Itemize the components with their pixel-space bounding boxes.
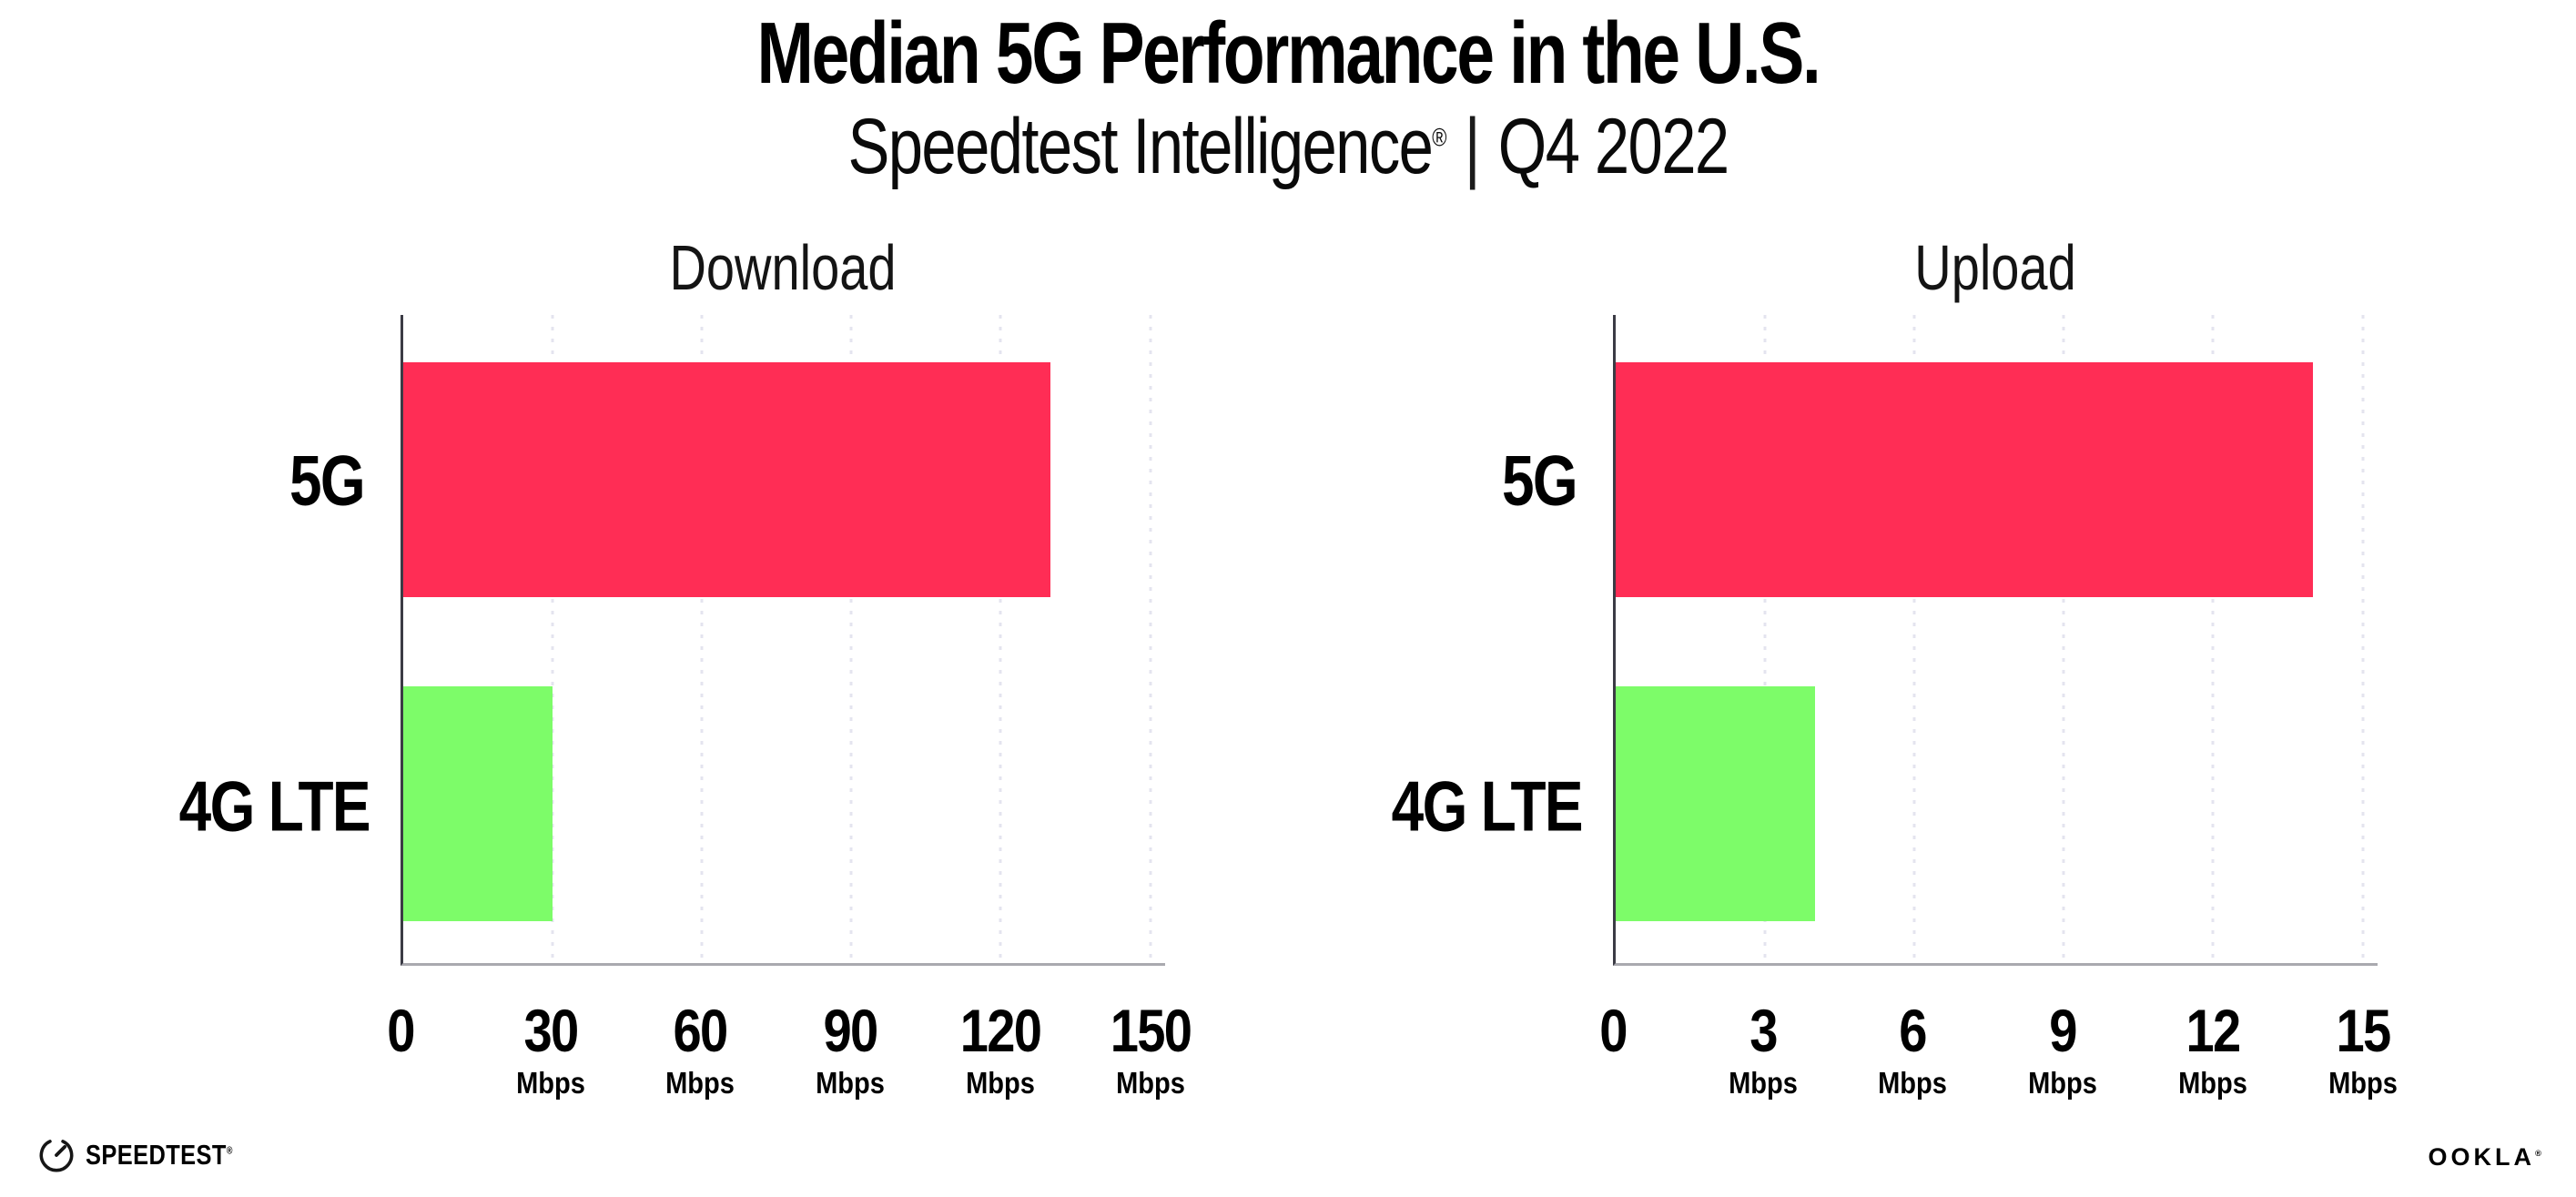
x-tick-unit: Mbps (816, 1066, 886, 1101)
category-label-5g: 5G (1501, 440, 1578, 521)
x-tick-unit: Mbps (2028, 1066, 2098, 1101)
x-tick-value: 150 (1110, 997, 1192, 1065)
x-tick-value: 30 (523, 997, 579, 1065)
x-axis-tick: 30 Mbps (512, 1000, 590, 1098)
x-axis-tick: 15 Mbps (2323, 1000, 2401, 1098)
page-subtitle: Speedtest Intelligence® | Q4 2022 (258, 106, 2318, 188)
subtitle-period: Q4 2022 (1497, 102, 1729, 190)
upload-plot-wrap: 5G 4G LTE (1351, 315, 2378, 967)
upload-chart-panel: Upload 5G 4G LTE 0 3 Mbps 6 Mbps 9 Mbps 12 Mbps 1… (1351, 232, 2398, 1146)
download-plot-area (401, 315, 1165, 967)
x-tick-unit: Mbps (965, 1066, 1035, 1101)
x-tick-value: 90 (823, 997, 879, 1065)
x-tick-unit: Mbps (2177, 1066, 2247, 1101)
page-title: Median 5G Performance in the U.S. (756, 5, 1821, 102)
gridline-vertical (2211, 315, 2215, 964)
speedtest-gauge-icon (39, 1140, 74, 1172)
x-tick-value: 0 (387, 997, 415, 1065)
category-label-5g: 5G (289, 440, 366, 521)
x-tick-value: 60 (673, 997, 729, 1065)
x-tick-value: 6 (1899, 997, 1928, 1065)
gridline-vertical (1912, 315, 1916, 964)
upload-plot-area (1613, 315, 2378, 967)
download-chart-title: Download (669, 232, 897, 304)
category-label-4g-lte: 4G LTE (178, 766, 371, 847)
download-x-axis: 0 30 Mbps 60 Mbps 90 Mbps 120 Mbps 150 Mbps (387, 1000, 1192, 1146)
x-axis-tick: 3 Mbps (1724, 1000, 1802, 1098)
x-tick-unit: Mbps (2328, 1066, 2398, 1101)
x-tick-value: 0 (1599, 997, 1628, 1065)
x-axis-tick: 60 Mbps (661, 1000, 739, 1098)
gridline-vertical (1763, 315, 1767, 964)
gridline-vertical (700, 315, 704, 964)
speedtest-registered-mark: ® (226, 1145, 233, 1157)
x-axis-tick: 90 Mbps (811, 1000, 889, 1098)
registered-mark: ® (1432, 123, 1446, 152)
header: Median 5G Performance in the U.S. Speedt… (0, 0, 2576, 188)
charts-row: Download 5G 4G LTE 0 30 Mbps 60 Mbps 90 Mbps 12… (0, 233, 2576, 1146)
x-tick-value: 3 (1749, 997, 1778, 1065)
x-axis-tick: 150 Mbps (1102, 1000, 1197, 1098)
subtitle-separator: | (1464, 102, 1481, 190)
gridline-vertical (1149, 315, 1152, 964)
gridline-vertical (2062, 315, 2065, 964)
x-axis-tick: 12 Mbps (2174, 1000, 2252, 1098)
ookla-registered-mark: ® (2535, 1149, 2541, 1159)
x-axis-tick: 9 Mbps (2023, 1000, 2102, 1098)
subtitle-product: Speedtest Intelligence (847, 102, 1433, 190)
download-chart-panel: Download 5G 4G LTE 0 30 Mbps 60 Mbps 90 Mbps 12… (138, 232, 1192, 1146)
gridline-vertical (2361, 315, 2365, 964)
ookla-logo: OOKLA® (2429, 1143, 2541, 1172)
x-tick-unit: Mbps (1728, 1066, 1798, 1101)
x-axis-tick: 6 Mbps (1873, 1000, 1952, 1098)
x-axis-tick: 0 (1597, 1000, 1629, 1060)
gridline-vertical (551, 315, 554, 964)
speedtest-wordmark: SPEEDTEST® (86, 1139, 233, 1172)
x-tick-unit: Mbps (1878, 1066, 1948, 1101)
gridline-vertical (999, 315, 1002, 964)
x-tick-unit: Mbps (515, 1066, 585, 1101)
x-tick-unit: Mbps (665, 1066, 735, 1101)
ookla-wordmark-text: OOKLA (2428, 1143, 2536, 1171)
x-tick-unit: Mbps (1115, 1066, 1185, 1101)
x-tick-value: 15 (2336, 997, 2391, 1065)
bar-4g-lte-download (403, 686, 553, 921)
bar-5g-download (403, 362, 1051, 597)
x-axis-tick: 120 Mbps (953, 1000, 1048, 1098)
gridline-vertical (849, 315, 853, 964)
speedtest-logo: SPEEDTEST® (38, 1137, 265, 1173)
speedtest-wordmark-text: SPEEDTEST (86, 1139, 227, 1171)
x-axis-tick: 0 (385, 1000, 417, 1060)
bar-5g-upload (1616, 362, 2313, 597)
download-plot-wrap: 5G 4G LTE (138, 315, 1165, 967)
category-label-4g-lte: 4G LTE (1391, 766, 1584, 847)
x-tick-value: 120 (959, 997, 1042, 1065)
upload-x-axis: 0 3 Mbps 6 Mbps 9 Mbps 12 Mbps 15 Mbps (1599, 1000, 2397, 1146)
upload-chart-title: Upload (1914, 232, 2076, 304)
x-tick-value: 12 (2186, 997, 2241, 1065)
ookla-wordmark: OOKLA® (2429, 1143, 2541, 1171)
x-tick-value: 9 (2049, 997, 2077, 1065)
bar-4g-lte-upload (1616, 686, 1815, 921)
